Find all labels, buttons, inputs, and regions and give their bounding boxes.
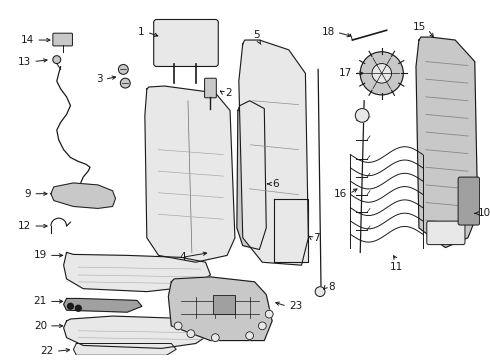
Text: 1: 1	[138, 27, 145, 37]
Polygon shape	[416, 37, 478, 248]
Text: 2: 2	[225, 88, 232, 98]
Polygon shape	[51, 183, 116, 208]
Circle shape	[315, 287, 325, 297]
Text: 4: 4	[179, 252, 186, 262]
Circle shape	[245, 332, 253, 339]
Circle shape	[53, 56, 61, 63]
Text: 22: 22	[41, 346, 54, 356]
Polygon shape	[64, 316, 210, 348]
Circle shape	[119, 64, 128, 74]
Text: 23: 23	[289, 301, 302, 311]
Text: 16: 16	[334, 189, 347, 199]
Circle shape	[68, 303, 74, 309]
Circle shape	[75, 305, 81, 311]
Polygon shape	[74, 343, 176, 355]
Polygon shape	[145, 86, 235, 262]
Text: 6: 6	[272, 179, 279, 189]
Text: 9: 9	[24, 189, 31, 199]
FancyBboxPatch shape	[154, 19, 218, 67]
Text: 20: 20	[34, 321, 47, 331]
Circle shape	[174, 322, 182, 330]
Circle shape	[121, 78, 130, 88]
Text: 19: 19	[34, 251, 47, 260]
Circle shape	[372, 63, 392, 83]
Text: 18: 18	[321, 27, 335, 37]
Text: 15: 15	[413, 22, 426, 32]
Text: 21: 21	[34, 296, 47, 306]
Text: 7: 7	[313, 233, 320, 243]
Circle shape	[360, 52, 403, 95]
Text: 17: 17	[339, 68, 352, 78]
Polygon shape	[64, 298, 142, 312]
Circle shape	[265, 310, 273, 318]
Polygon shape	[237, 101, 266, 249]
Text: 14: 14	[21, 35, 34, 45]
Text: 3: 3	[96, 74, 103, 84]
Text: 5: 5	[253, 30, 260, 40]
FancyBboxPatch shape	[53, 33, 73, 46]
Text: 10: 10	[478, 208, 490, 218]
Circle shape	[187, 330, 195, 338]
Text: 11: 11	[390, 262, 403, 272]
Polygon shape	[64, 252, 210, 292]
Polygon shape	[169, 277, 272, 341]
Polygon shape	[274, 199, 308, 262]
Bar	[213, 294, 235, 314]
Circle shape	[355, 109, 369, 122]
Text: 12: 12	[18, 221, 31, 231]
FancyBboxPatch shape	[205, 78, 216, 98]
FancyBboxPatch shape	[458, 177, 480, 225]
Polygon shape	[239, 40, 308, 265]
FancyBboxPatch shape	[427, 221, 465, 245]
Circle shape	[211, 334, 219, 342]
Text: 8: 8	[328, 282, 335, 292]
Text: 13: 13	[18, 57, 31, 67]
Circle shape	[258, 322, 266, 330]
